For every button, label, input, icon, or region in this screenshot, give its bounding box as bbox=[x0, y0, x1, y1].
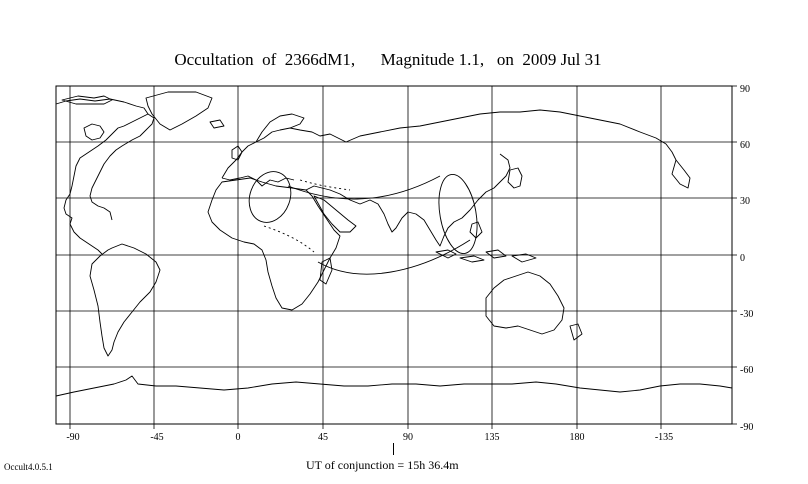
asia-south-coast bbox=[305, 153, 511, 247]
north-america-east-coast bbox=[89, 113, 155, 221]
kamchatka bbox=[671, 159, 691, 189]
lat-label: 90 bbox=[740, 84, 750, 95]
lon-label: 90 bbox=[403, 432, 413, 443]
longitude-labels: -90 -45 0 45 90 135 180 -135 bbox=[66, 432, 673, 443]
map-title: Occultation of 2366dM1, Magnitude 1.1, o… bbox=[174, 50, 602, 69]
path-north-limit bbox=[287, 175, 441, 200]
lat-label: -60 bbox=[740, 365, 753, 376]
arctic-islands bbox=[61, 95, 113, 105]
latitude-labels: 90 60 30 0 -30 -60 -90 bbox=[740, 84, 753, 433]
lon-label: -135 bbox=[655, 432, 673, 443]
scandinavia bbox=[255, 113, 305, 143]
path-dotted-segment bbox=[263, 225, 315, 253]
lon-label: -45 bbox=[150, 432, 163, 443]
arabian-peninsula bbox=[313, 195, 357, 233]
new-zealand bbox=[569, 323, 583, 341]
british-isles bbox=[231, 145, 243, 161]
australia-coast bbox=[485, 271, 565, 335]
south-america-coast bbox=[89, 243, 161, 357]
lon-label: 0 bbox=[236, 432, 241, 443]
africa-coast bbox=[207, 177, 341, 311]
asia-north-coast bbox=[345, 109, 677, 161]
lon-label: 45 bbox=[318, 432, 328, 443]
iceland bbox=[209, 119, 225, 129]
lon-label: 135 bbox=[485, 432, 500, 443]
madagascar bbox=[319, 257, 333, 285]
lat-label: 60 bbox=[740, 140, 750, 151]
north-america-coast bbox=[55, 98, 149, 255]
lon-label: -90 bbox=[66, 432, 79, 443]
lat-label: 30 bbox=[740, 196, 750, 207]
conjunction-marker bbox=[393, 443, 394, 455]
iberia-italy bbox=[221, 175, 295, 187]
lat-label: 0 bbox=[740, 253, 745, 264]
software-version: Occult4.0.5.1 bbox=[4, 462, 53, 472]
axis-ticks bbox=[69, 85, 737, 429]
antarctica-coast bbox=[55, 375, 733, 397]
coastlines bbox=[55, 91, 733, 397]
indonesia-islands bbox=[435, 249, 537, 263]
occultation-path bbox=[248, 171, 478, 275]
graticule bbox=[56, 86, 732, 424]
path-limit-east bbox=[438, 174, 478, 254]
conjunction-time: UT of conjunction = 15h 36.4m bbox=[306, 458, 459, 472]
lat-label: -30 bbox=[740, 309, 753, 320]
path-south-limit bbox=[317, 239, 471, 275]
europe-coast bbox=[221, 127, 347, 179]
path-limit-west bbox=[248, 171, 292, 223]
greenland bbox=[145, 91, 213, 131]
japan bbox=[507, 167, 523, 189]
lon-label: 180 bbox=[570, 432, 585, 443]
hudson-bay bbox=[83, 123, 105, 141]
lat-label: -90 bbox=[740, 422, 753, 433]
